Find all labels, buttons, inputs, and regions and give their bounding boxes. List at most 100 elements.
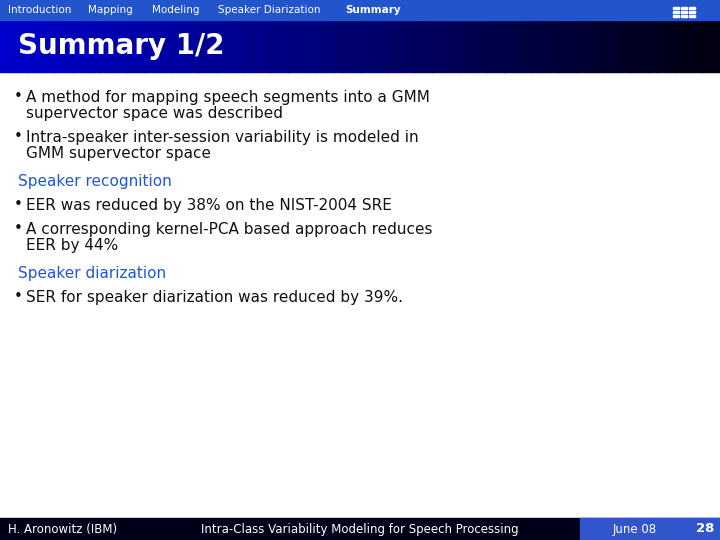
Bar (681, 15, 687, 17)
Bar (81, 20, 91, 72)
Bar (477, 20, 487, 72)
Text: June 08: June 08 (613, 523, 657, 536)
Text: Speaker recognition: Speaker recognition (18, 174, 172, 189)
Bar (580, 518, 720, 540)
Bar (486, 20, 495, 72)
Bar (673, 7, 679, 9)
Bar (0, 72, 720, 518)
Bar (270, 20, 279, 72)
Bar (549, 20, 559, 72)
Bar (567, 20, 577, 72)
Bar (594, 20, 603, 72)
Bar (297, 20, 307, 72)
Bar (666, 20, 675, 72)
Bar (144, 20, 153, 72)
Bar (288, 20, 297, 72)
Bar (378, 20, 387, 72)
Text: Intra-speaker inter-session variability is modeled in: Intra-speaker inter-session variability … (26, 130, 418, 145)
Bar (117, 20, 127, 72)
Bar (18, 20, 27, 72)
Bar (333, 20, 343, 72)
Bar (423, 20, 433, 72)
Bar (306, 20, 315, 72)
Bar (126, 20, 135, 72)
Bar (261, 20, 271, 72)
Bar (0, 0, 720, 20)
Bar (558, 20, 567, 72)
Bar (171, 20, 181, 72)
Text: •: • (14, 197, 23, 212)
Bar (198, 20, 207, 72)
Bar (468, 20, 477, 72)
Bar (63, 20, 73, 72)
Bar (414, 20, 423, 72)
Bar (27, 20, 37, 72)
Bar (189, 20, 199, 72)
Bar (693, 20, 703, 72)
Text: A method for mapping speech segments into a GMM: A method for mapping speech segments int… (26, 90, 430, 105)
Bar (684, 20, 693, 72)
Text: 28: 28 (696, 523, 714, 536)
Bar (689, 7, 695, 9)
Bar (54, 20, 63, 72)
Bar (689, 15, 695, 17)
Text: Speaker diarization: Speaker diarization (18, 266, 166, 281)
Text: Summary: Summary (345, 5, 400, 15)
Bar (673, 15, 679, 17)
Bar (0, 518, 720, 540)
Bar (504, 20, 513, 72)
Bar (405, 20, 415, 72)
Bar (216, 20, 225, 72)
Bar (681, 11, 687, 13)
Text: GMM supervector space: GMM supervector space (26, 146, 211, 161)
Bar (252, 20, 261, 72)
Bar (369, 20, 379, 72)
Bar (513, 20, 523, 72)
Text: •: • (14, 221, 23, 236)
Bar (162, 20, 171, 72)
Text: SER for speaker diarization was reduced by 39%.: SER for speaker diarization was reduced … (26, 290, 403, 305)
Bar (531, 20, 541, 72)
Bar (540, 20, 549, 72)
Text: •: • (14, 129, 23, 144)
Bar (99, 20, 109, 72)
Text: supervector space was described: supervector space was described (26, 106, 283, 121)
Bar (279, 20, 289, 72)
Bar (612, 20, 621, 72)
Text: Mapping: Mapping (88, 5, 132, 15)
Bar (387, 20, 397, 72)
Text: Intra-Class Variability Modeling for Speech Processing: Intra-Class Variability Modeling for Spe… (201, 523, 519, 536)
Bar (315, 20, 325, 72)
Text: EER was reduced by 38% on the NIST-2004 SRE: EER was reduced by 38% on the NIST-2004 … (26, 198, 392, 213)
Bar (351, 20, 361, 72)
Bar (342, 20, 351, 72)
Bar (603, 20, 613, 72)
Bar (234, 20, 243, 72)
Bar (585, 20, 595, 72)
Bar (495, 20, 505, 72)
Text: A corresponding kernel-PCA based approach reduces: A corresponding kernel-PCA based approac… (26, 222, 433, 237)
Bar (207, 20, 217, 72)
Bar (630, 20, 639, 72)
Bar (396, 20, 405, 72)
Bar (648, 20, 657, 72)
Bar (657, 20, 667, 72)
Bar (459, 20, 469, 72)
Bar (689, 11, 695, 13)
Bar (90, 20, 99, 72)
Bar (681, 7, 687, 9)
Bar (135, 20, 145, 72)
Bar (673, 11, 679, 13)
Bar (675, 20, 685, 72)
Bar (45, 20, 55, 72)
Bar (108, 20, 117, 72)
Bar (72, 20, 81, 72)
Bar (450, 20, 459, 72)
Text: Summary 1/2: Summary 1/2 (18, 32, 225, 60)
Bar (153, 20, 163, 72)
Bar (243, 20, 253, 72)
Bar (0, 20, 9, 72)
Bar (639, 20, 649, 72)
Bar (225, 20, 235, 72)
Bar (702, 20, 711, 72)
